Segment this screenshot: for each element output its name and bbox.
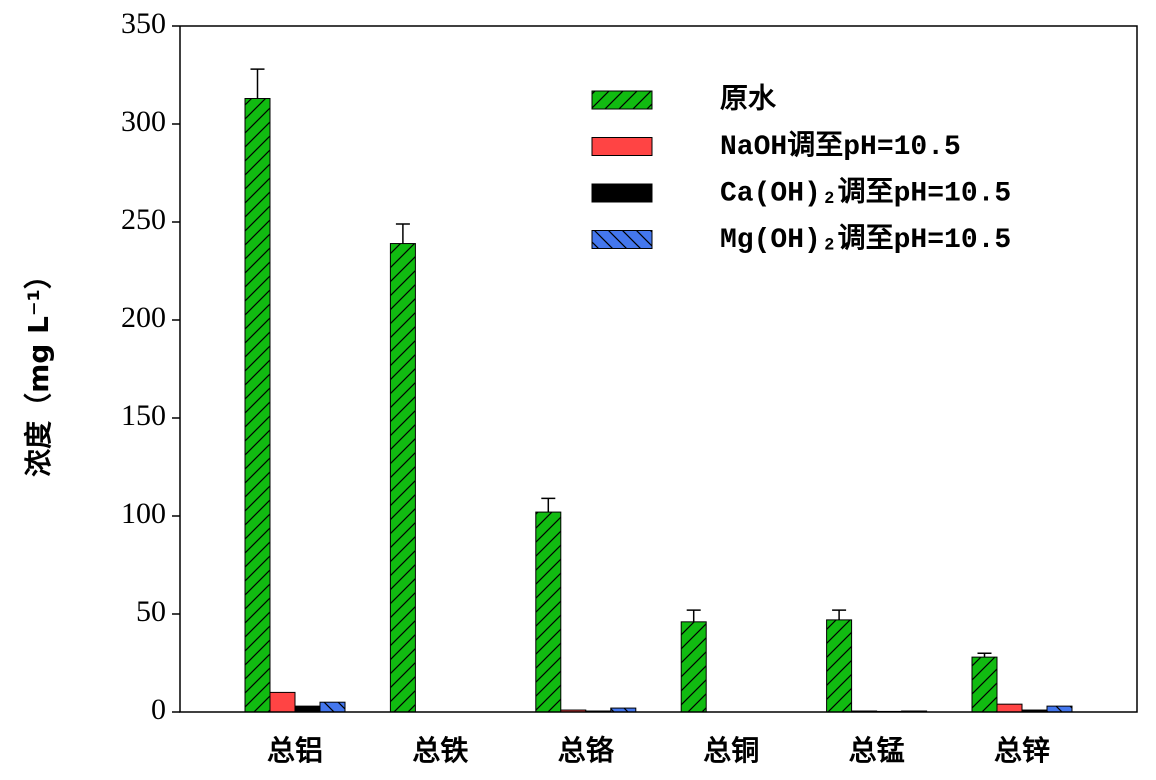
legend-label: 原水 — [720, 82, 777, 116]
y-tick-label: 250 — [121, 203, 166, 236]
x-tick-label: 总铁 — [412, 734, 468, 767]
y-axis-label: 浓度（mg L⁻¹） — [22, 261, 55, 477]
bar-hatch — [681, 621, 707, 712]
bar-hatch — [826, 619, 852, 712]
x-tick-label: 总铜 — [703, 734, 759, 767]
y-tick-label: 300 — [121, 105, 166, 138]
x-tick-label: 总锰 — [849, 734, 905, 767]
x-tick-label: 总锌 — [994, 734, 1050, 767]
bar-hatch — [390, 243, 416, 712]
error-bar — [832, 609, 847, 620]
legend-swatch — [591, 137, 653, 156]
bar-hatch — [610, 708, 636, 712]
error-bar — [541, 497, 556, 513]
bar-hatch — [1047, 706, 1072, 712]
y-tick-label: 200 — [121, 301, 166, 334]
legend-swatch-hatch — [592, 230, 652, 249]
bar — [996, 703, 1023, 713]
legend-label: Mg(OH)₂调至pH=10.5 — [720, 222, 1011, 256]
error-bar — [977, 652, 992, 658]
bar-hatch — [972, 657, 997, 712]
axis-frame — [179, 25, 1138, 713]
bar — [294, 705, 321, 713]
bar-hatch — [245, 98, 270, 712]
bar — [269, 691, 296, 713]
x-tick-label: 总铝 — [267, 734, 323, 767]
bar-hatch — [320, 702, 345, 712]
y-tick-label: 150 — [121, 399, 166, 432]
legend-label: Ca(OH)₂调至pH=10.5 — [720, 175, 1011, 209]
error-bar — [686, 609, 701, 622]
error-bar — [250, 68, 265, 99]
error-bar — [395, 223, 410, 244]
bar-hatch — [535, 512, 561, 712]
y-tick-label: 350 — [121, 7, 166, 40]
y-tick-label: 100 — [121, 497, 166, 530]
legend-label: NaOH调至pH=10.5 — [720, 129, 961, 163]
legend-swatch-hatch — [592, 91, 652, 109]
y-tick-label: 0 — [151, 693, 166, 726]
legend-swatch — [591, 183, 653, 203]
y-tick-label: 50 — [136, 595, 166, 628]
x-tick-label: 总铬 — [558, 734, 615, 767]
